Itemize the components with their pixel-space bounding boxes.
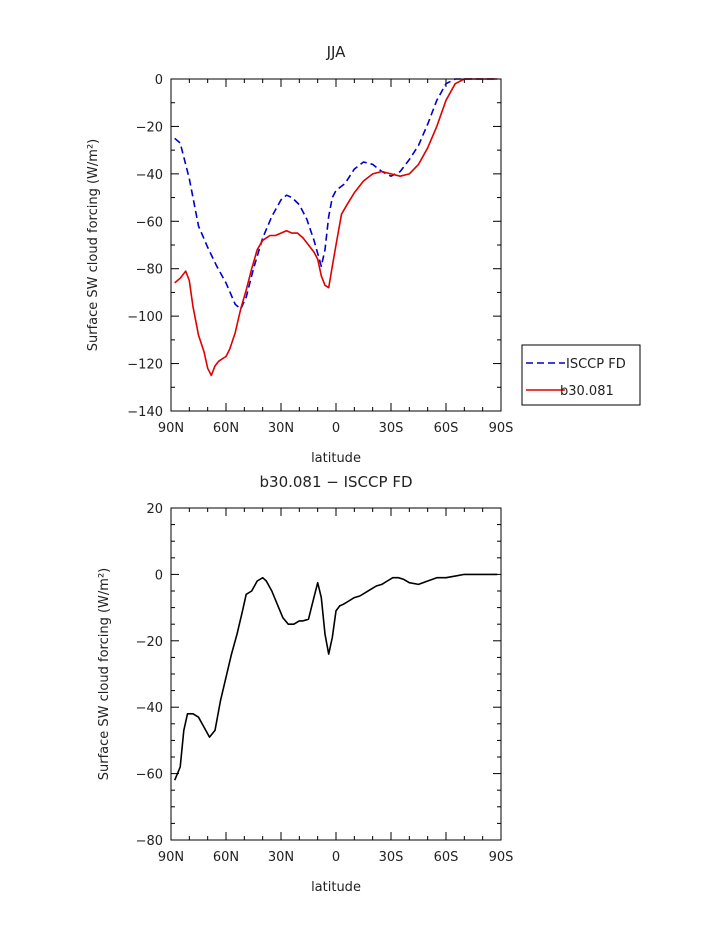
y-tick-label: −80 bbox=[136, 834, 163, 849]
top-x-tick-labels: 90N 60N 30N 0 30S 60S 90S bbox=[158, 421, 514, 436]
y-tick-label: −80 bbox=[136, 263, 163, 278]
y-tick-label: 20 bbox=[146, 502, 163, 517]
y-tick-label: 0 bbox=[155, 568, 163, 583]
x-tick-label: 30S bbox=[379, 850, 404, 865]
y-tick-label: 0 bbox=[155, 73, 163, 88]
y-tick-label: −60 bbox=[136, 215, 163, 230]
y-tick-label: −20 bbox=[136, 120, 163, 135]
series-line-isccp-fd bbox=[174, 78, 498, 310]
bottom-chart-title: b30.081 − ISCCP FD bbox=[260, 473, 413, 491]
bottom-panel: b30.081 − ISCCP FD 90N 60N 30N 0 30S 60S 90S 2… bbox=[97, 473, 513, 895]
legend: ISCCP FD b30.081 bbox=[521, 344, 641, 406]
x-tick-label: 90N bbox=[158, 850, 184, 865]
x-tick-label: 90S bbox=[489, 850, 514, 865]
legend-label-model: b30.081 bbox=[560, 384, 614, 399]
y-tick-label: −120 bbox=[127, 358, 163, 373]
y-tick-label: −140 bbox=[127, 405, 163, 420]
top-plot-frame bbox=[170, 78, 502, 412]
bottom-tick-marks bbox=[170, 507, 502, 841]
x-tick-label: 0 bbox=[332, 421, 340, 436]
x-tick-label: 30N bbox=[268, 850, 294, 865]
top-y-axis-label: Surface SW cloud forcing (W/m²) bbox=[86, 139, 101, 351]
x-tick-label: 30S bbox=[379, 421, 404, 436]
x-tick-label: 60N bbox=[213, 421, 239, 436]
y-tick-label: −40 bbox=[136, 701, 163, 716]
x-tick-label: 90N bbox=[158, 421, 184, 436]
bottom-series-group bbox=[173, 573, 498, 781]
x-tick-label: 0 bbox=[332, 850, 340, 865]
top-x-axis-label: latitude bbox=[311, 451, 361, 466]
bottom-y-axis-label: Surface SW cloud forcing (W/m²) bbox=[97, 568, 112, 780]
x-tick-label: 60S bbox=[434, 421, 459, 436]
top-panel: JJA 90N 60N 30N 0 30S 60S 90S 0 −20 −40 −60 −80 −10… bbox=[86, 43, 641, 466]
bottom-plot-frame bbox=[170, 507, 502, 841]
x-tick-label: 60N bbox=[213, 850, 239, 865]
y-tick-label: −40 bbox=[136, 168, 163, 183]
x-tick-label: 60S bbox=[434, 850, 459, 865]
difference-series-line bbox=[173, 573, 498, 781]
top-series-group bbox=[174, 78, 498, 377]
top-chart-title: JJA bbox=[326, 43, 347, 61]
x-tick-label: 30N bbox=[268, 421, 294, 436]
series-line-b30-081 bbox=[174, 78, 498, 377]
bottom-x-axis-label: latitude bbox=[311, 880, 361, 895]
top-y-tick-labels: 0 −20 −40 −60 −80 −100 −120 −140 bbox=[127, 73, 163, 420]
y-tick-label: −20 bbox=[136, 635, 163, 650]
bottom-x-tick-labels: 90N 60N 30N 0 30S 60S 90S bbox=[158, 850, 514, 865]
x-tick-label: 90S bbox=[489, 421, 514, 436]
y-tick-label: −100 bbox=[127, 310, 163, 325]
bottom-y-tick-labels: 20 0 −20 −40 −60 −80 bbox=[136, 502, 163, 849]
legend-box bbox=[521, 344, 641, 406]
legend-label-isccp: ISCCP FD bbox=[566, 357, 626, 372]
y-tick-label: −60 bbox=[136, 768, 163, 783]
